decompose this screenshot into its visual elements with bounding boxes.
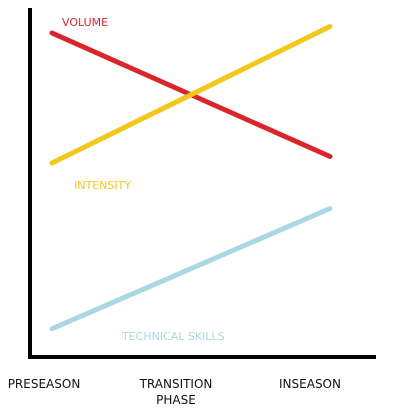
series-label-intensity: INTENSITY: [74, 179, 131, 192]
label-layer: VOLUME INTENSITY TECHNICAL SKILLS: [62, 16, 225, 343]
series-label-volume: VOLUME: [62, 16, 108, 29]
series-layer: [49, 24, 333, 332]
series-line-technical-skills: [49, 206, 333, 332]
series-line-intensity: [49, 24, 333, 166]
x-tick-label-transition-phase: TRANSITION PHASE: [139, 377, 213, 407]
x-tick-label-preseason: PRESEASON: [8, 377, 81, 391]
x-tick-labels: PRESEASON TRANSITION PHASE INSEASON: [8, 377, 341, 407]
series-label-technical-skills: TECHNICAL SKILLS: [121, 330, 225, 343]
x-tick-label-inseason: INSEASON: [279, 377, 341, 391]
